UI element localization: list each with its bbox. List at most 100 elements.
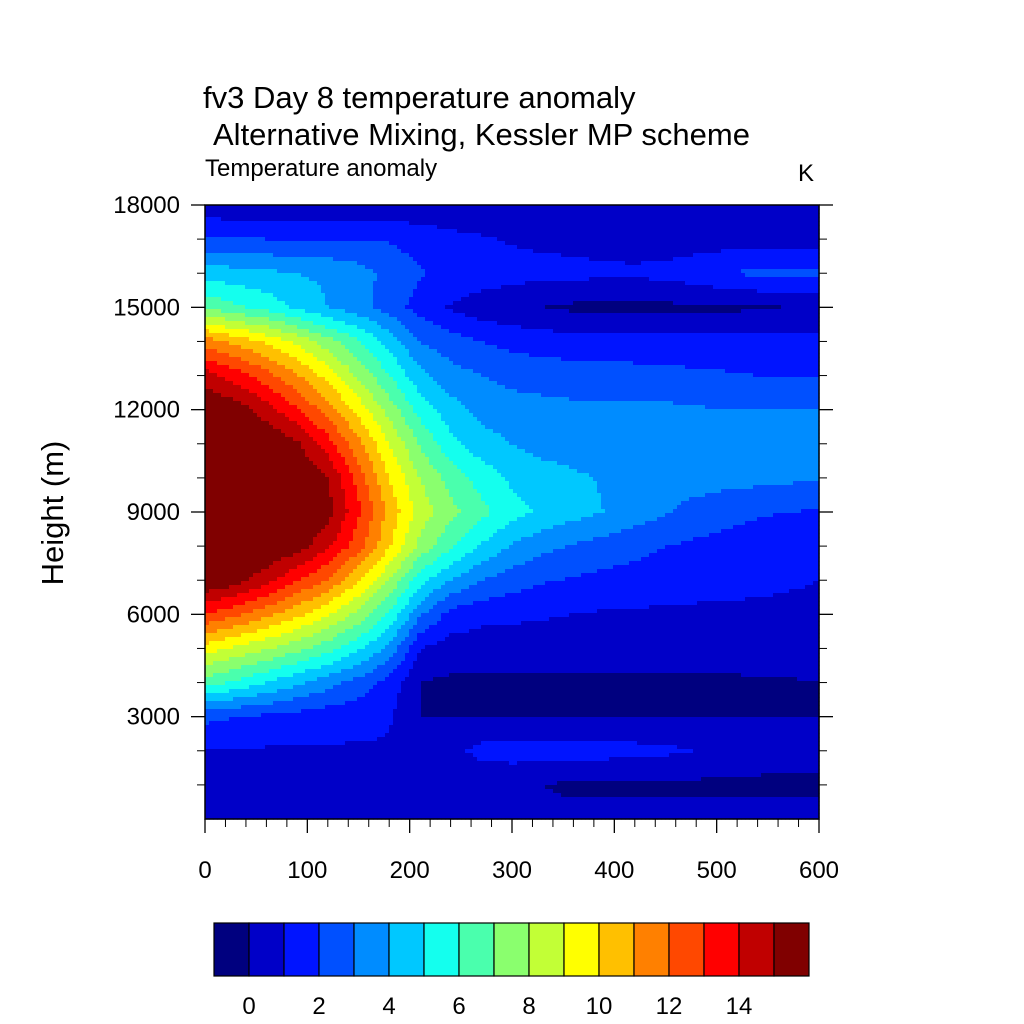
contour-cell bbox=[733, 233, 738, 238]
contour-cell bbox=[445, 333, 450, 338]
contour-cell bbox=[617, 321, 622, 326]
contour-cell bbox=[389, 269, 394, 274]
contour-cell bbox=[429, 209, 434, 214]
contour-cell bbox=[813, 253, 818, 258]
contour-cell bbox=[349, 225, 354, 230]
contour-cell bbox=[441, 297, 446, 302]
contour-cell bbox=[493, 249, 498, 254]
contour-cell bbox=[605, 237, 610, 242]
contour-cell bbox=[725, 313, 730, 318]
contour-cell bbox=[237, 245, 242, 250]
contour-cell bbox=[361, 221, 366, 226]
contour-cell bbox=[469, 209, 474, 214]
contour-cell bbox=[577, 301, 582, 306]
contour-cell bbox=[509, 325, 514, 330]
contour-cell bbox=[317, 285, 322, 290]
contour-cell bbox=[489, 265, 494, 270]
contour-cell bbox=[429, 289, 434, 294]
contour-cell bbox=[505, 309, 510, 314]
contour-cell bbox=[525, 209, 530, 214]
contour-cell bbox=[813, 313, 818, 318]
contour-cell bbox=[405, 245, 410, 250]
contour-cell bbox=[345, 269, 350, 274]
contour-cell bbox=[709, 329, 714, 334]
contour-cell bbox=[325, 305, 330, 310]
contour-cell bbox=[329, 321, 334, 326]
contour-cell bbox=[257, 237, 262, 242]
contour-cell bbox=[421, 293, 426, 298]
contour-cell bbox=[533, 321, 538, 326]
contour-cell bbox=[813, 213, 818, 218]
contour-cell bbox=[241, 273, 246, 278]
contour-cell bbox=[369, 269, 374, 274]
contour-cell bbox=[781, 313, 786, 318]
contour-cell bbox=[421, 241, 426, 246]
contour-cell bbox=[529, 269, 534, 274]
contour-cell bbox=[237, 237, 242, 242]
contour-cell bbox=[309, 225, 314, 230]
contour-cell bbox=[513, 269, 518, 274]
contour-cell bbox=[361, 245, 366, 250]
contour-cell bbox=[341, 253, 346, 258]
contour-cell bbox=[809, 265, 814, 270]
contour-cell bbox=[733, 297, 738, 302]
contour-cell bbox=[385, 257, 390, 262]
contour-cell bbox=[801, 277, 806, 282]
contour-cell bbox=[517, 301, 522, 306]
contour-cell bbox=[425, 317, 430, 322]
contour-cell bbox=[757, 213, 762, 218]
contour-cell bbox=[737, 329, 742, 334]
contour-cell bbox=[305, 265, 310, 270]
contour-cell bbox=[209, 265, 214, 270]
contour-cell bbox=[373, 241, 378, 246]
contour-cell bbox=[573, 209, 578, 214]
contour-cell bbox=[573, 257, 578, 262]
contour-cell bbox=[393, 245, 398, 250]
contour-cell bbox=[261, 325, 266, 330]
contour-cell bbox=[409, 281, 414, 286]
contour-cell bbox=[413, 289, 418, 294]
contour-cell bbox=[713, 317, 718, 322]
contour-cell bbox=[581, 233, 586, 238]
contour-cell bbox=[489, 221, 494, 226]
contour-cell bbox=[561, 269, 566, 274]
contour-cell bbox=[713, 273, 718, 278]
contour-cell bbox=[521, 249, 526, 254]
contour-cell bbox=[261, 281, 266, 286]
contour-cell bbox=[413, 301, 418, 306]
contour-cell bbox=[785, 233, 790, 238]
contour-cell bbox=[757, 285, 762, 290]
contour-cell bbox=[529, 249, 534, 254]
contour-cell bbox=[489, 253, 494, 258]
contour-cell bbox=[489, 329, 494, 334]
contour-cell bbox=[453, 265, 458, 270]
contour-cell bbox=[637, 269, 642, 274]
contour-cell bbox=[497, 301, 502, 306]
contour-cell bbox=[497, 321, 502, 326]
contour-cell bbox=[549, 229, 554, 234]
contour-cell bbox=[665, 289, 670, 294]
contour-cell bbox=[461, 221, 466, 226]
contour-cell bbox=[649, 309, 654, 314]
contour-cell bbox=[585, 249, 590, 254]
contour-cell bbox=[585, 305, 590, 310]
contour-cell bbox=[233, 321, 238, 326]
contour-cell bbox=[685, 221, 690, 226]
contour-cell bbox=[373, 221, 378, 226]
contour-cell bbox=[769, 233, 774, 238]
contour-cell bbox=[697, 225, 702, 230]
contour-cell bbox=[313, 221, 318, 226]
contour-cell bbox=[393, 297, 398, 302]
contour-cell bbox=[797, 241, 802, 246]
contour-cell bbox=[689, 261, 694, 266]
contour-cell bbox=[461, 285, 466, 290]
contour-cell bbox=[537, 305, 542, 310]
contour-cell bbox=[485, 229, 490, 234]
contour-cell bbox=[301, 313, 306, 318]
contour-cell bbox=[693, 273, 698, 278]
contour-cell bbox=[353, 305, 358, 310]
contour-cell bbox=[521, 241, 526, 246]
contour-cell bbox=[625, 277, 630, 282]
contour-cell bbox=[473, 225, 478, 230]
contour-cell bbox=[321, 241, 326, 246]
